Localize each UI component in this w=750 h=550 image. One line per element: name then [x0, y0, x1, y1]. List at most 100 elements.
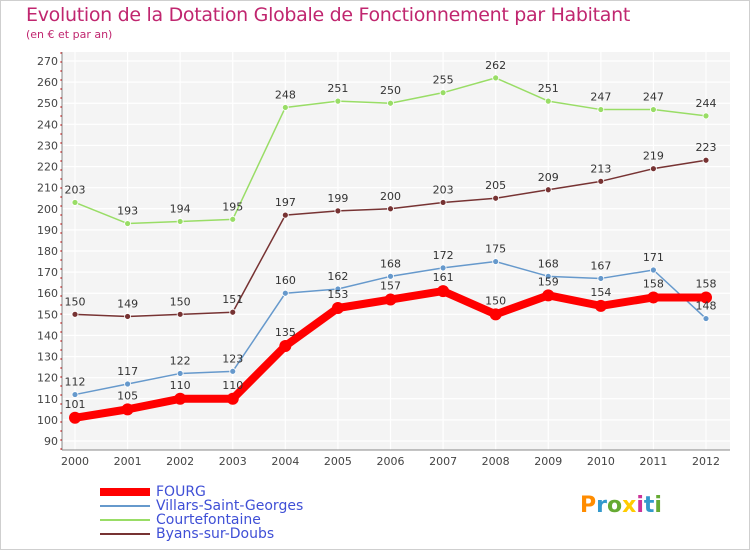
y-tick-label: 140: [37, 329, 58, 342]
y-tick-label: 180: [37, 245, 58, 258]
data-point: [71, 199, 79, 206]
y-tick-label: 130: [37, 351, 58, 364]
data-label: 158: [643, 277, 664, 290]
data-label: 194: [170, 202, 191, 215]
data-label: 148: [696, 300, 717, 313]
data-label: 197: [275, 196, 296, 209]
data-point: [229, 215, 237, 223]
data-point: [439, 264, 447, 272]
data-point: [121, 403, 134, 416]
data-label: 209: [538, 171, 559, 184]
data-point: [702, 315, 710, 322]
legend-swatch: [100, 488, 150, 496]
x-tick-label: 2009: [534, 455, 562, 468]
x-tick-label: 2001: [114, 455, 142, 468]
data-point: [331, 302, 344, 314]
data-point: [281, 289, 289, 297]
data-point: [702, 112, 710, 120]
data-label: 262: [485, 59, 506, 72]
y-tick-label: 270: [37, 55, 58, 68]
data-label: 123: [222, 352, 243, 365]
data-point: [700, 291, 712, 304]
data-point: [544, 272, 552, 280]
y-tick-label: 150: [37, 308, 58, 321]
data-point: [439, 199, 447, 206]
data-label: 150: [170, 295, 191, 308]
data-label: 251: [327, 82, 348, 95]
x-tick-label: 2011: [639, 455, 667, 468]
data-point: [281, 211, 289, 219]
data-point: [597, 177, 605, 185]
data-label: 157: [380, 280, 401, 293]
x-tick-label: 2003: [219, 455, 247, 468]
x-tick-label: 2004: [271, 455, 299, 468]
data-label: 117: [117, 365, 138, 378]
data-label: 203: [433, 183, 454, 196]
y-tick-label: 110: [37, 393, 58, 406]
x-tick-label: 2008: [482, 455, 510, 468]
data-label: 171: [643, 251, 664, 264]
data-point: [69, 411, 81, 424]
data-point: [124, 313, 131, 320]
data-point: [334, 207, 342, 215]
data-point: [542, 289, 555, 302]
data-point: [597, 275, 605, 282]
data-point: [387, 272, 394, 280]
x-tick-label: 2012: [692, 455, 720, 468]
data-point: [647, 291, 660, 304]
data-label: 160: [275, 274, 296, 287]
data-point: [279, 340, 292, 352]
x-tick-label: 2002: [166, 455, 194, 468]
legend-label: Courtefontaine: [156, 512, 261, 528]
data-point: [492, 258, 500, 265]
data-label: 255: [433, 74, 454, 87]
legend-swatch: [100, 519, 150, 521]
legend-label: Villars-Saint-Georges: [156, 498, 304, 514]
data-point: [176, 370, 184, 377]
data-point: [176, 310, 184, 318]
data-label: 223: [696, 141, 717, 154]
y-tick-label: 220: [37, 161, 58, 174]
legend-item: Courtefontaine: [100, 513, 261, 527]
data-point: [174, 392, 187, 405]
data-point: [176, 218, 184, 225]
x-tick-label: 2006: [377, 455, 405, 468]
x-tick-label: 2000: [61, 455, 89, 468]
legend-swatch: [100, 505, 150, 507]
data-point: [229, 367, 237, 375]
legend-item: FOURG: [100, 485, 206, 499]
data-label: 244: [696, 97, 717, 110]
data-point: [124, 380, 131, 388]
x-tick-label: 2010: [587, 455, 615, 468]
data-point: [124, 220, 131, 227]
x-tick-label: 2005: [324, 455, 352, 468]
data-label: 158: [696, 277, 717, 290]
data-label: 213: [590, 162, 611, 175]
data-label: 247: [590, 91, 611, 104]
legend-item: Villars-Saint-Georges: [100, 499, 303, 513]
data-point: [71, 391, 79, 398]
x-tick-label: 2007: [429, 455, 457, 468]
data-label: 247: [643, 91, 664, 104]
data-label: 122: [170, 354, 191, 367]
data-label: 112: [65, 376, 86, 389]
y-tick-label: 200: [37, 203, 58, 216]
data-label: 167: [590, 259, 611, 272]
data-point: [437, 285, 450, 298]
data-point: [492, 194, 500, 202]
data-point: [650, 106, 657, 113]
y-tick-label: 210: [37, 182, 58, 195]
data-label: 154: [590, 286, 611, 299]
data-label: 149: [117, 297, 138, 310]
data-point: [492, 74, 500, 82]
data-point: [387, 99, 394, 107]
data-label: 199: [327, 192, 348, 205]
logo-letter: x: [622, 493, 637, 518]
data-label: 151: [222, 293, 243, 306]
legend-label: Byans-sur-Doubs: [156, 526, 275, 542]
y-tick-label: 240: [37, 118, 58, 131]
y-tick-label: 230: [37, 139, 58, 152]
chart-title: Evolution de la Dotation Globale de Fonc…: [26, 4, 631, 26]
proxiti-logo: Proxiti: [580, 493, 662, 518]
